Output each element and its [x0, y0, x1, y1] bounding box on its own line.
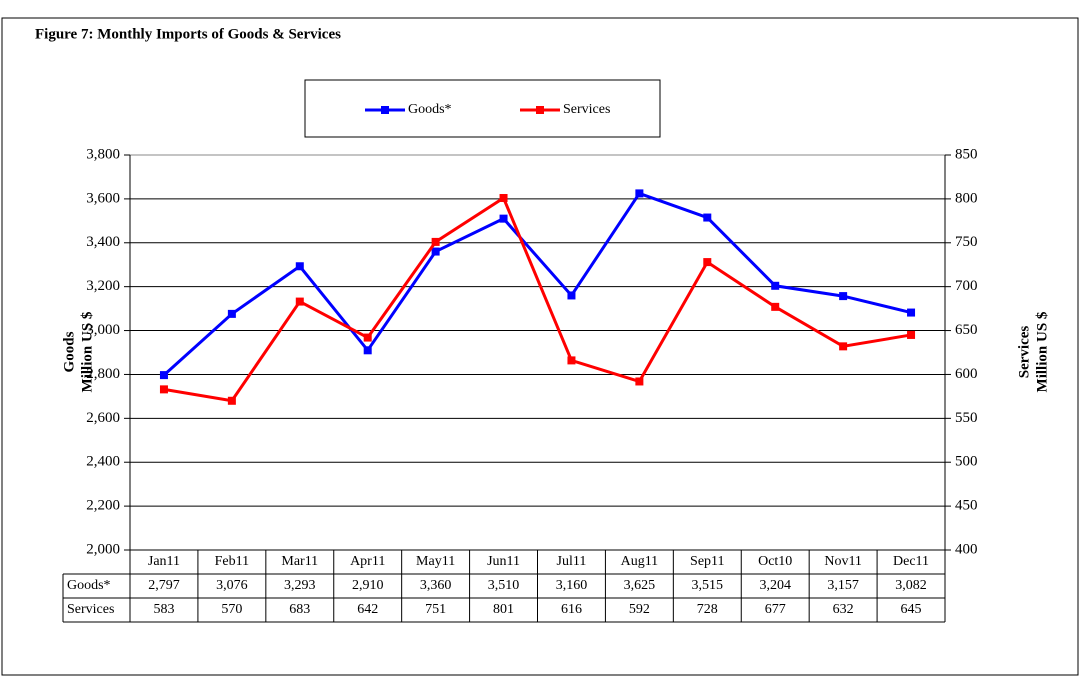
point: [907, 308, 916, 317]
y2-tick-label: 400: [955, 541, 978, 557]
x-tick-label: Jan11: [148, 554, 180, 569]
y2-axis-label: Million US $: [1034, 311, 1050, 392]
x-tick-label: Feb11: [215, 554, 249, 569]
x-tick-label: Nov11: [824, 554, 862, 569]
y-tick-label: 2,600: [86, 410, 120, 426]
table-cell: 3,157: [827, 578, 859, 593]
frame: [1, 17, 1079, 676]
point: [499, 214, 508, 223]
x-tick-label: Jun11: [487, 554, 520, 569]
x-tick-label: Sep11: [690, 554, 724, 569]
y2-tick-label: 550: [955, 410, 978, 426]
table-cell: 3,160: [556, 578, 588, 593]
x-tick-label: Aug11: [621, 554, 659, 569]
y-tick-label: 2,400: [86, 454, 120, 470]
table-cell: 3,076: [216, 578, 248, 593]
point: [635, 377, 644, 386]
y2-tick-label: 500: [955, 454, 978, 470]
x-tick-label: Oct10: [758, 554, 792, 569]
x-tick-label: May11: [416, 554, 455, 569]
table-cell: 642: [357, 602, 378, 617]
table-cell: 632: [833, 602, 854, 617]
table-cell: 801: [493, 602, 514, 617]
point: [771, 302, 780, 311]
point: [839, 292, 848, 301]
point: [567, 356, 576, 365]
y-tick-label: 2,800: [86, 366, 120, 382]
point: [227, 396, 236, 405]
y2-tick-label: 700: [955, 278, 978, 294]
table-cell: 3,625: [624, 578, 656, 593]
table-cell: 2,797: [148, 578, 180, 593]
table-row-header: Goods*: [67, 578, 111, 593]
y2-tick-label: 750: [955, 234, 978, 250]
legend-marker: [381, 106, 389, 114]
table-cell: 592: [629, 602, 650, 617]
point: [703, 213, 712, 222]
table-cell: 3,515: [692, 578, 724, 593]
point: [431, 237, 440, 246]
y-axis-label: Million US $: [79, 311, 95, 392]
y2-tick-label: 450: [955, 498, 978, 514]
point: [363, 346, 372, 355]
point: [363, 333, 372, 342]
table-cell: 2,910: [352, 578, 384, 593]
point: [431, 247, 440, 256]
table-cell: 3,293: [284, 578, 316, 593]
table-row-header: Services: [67, 602, 114, 617]
y2-tick-label: 650: [955, 322, 978, 338]
y2-tick-label: 800: [955, 190, 978, 206]
y-tick-label: 3,200: [86, 278, 120, 294]
point: [159, 385, 168, 394]
point: [227, 309, 236, 318]
x-tick-label: Dec11: [893, 554, 929, 569]
table-cell: 683: [289, 602, 310, 617]
table-cell: 677: [765, 602, 786, 617]
y2-tick-label: 850: [955, 146, 978, 162]
chart-title: Figure 7: Monthly Imports of Goods & Ser…: [35, 26, 341, 42]
point: [771, 281, 780, 290]
y-tick-label: 3,600: [86, 190, 120, 206]
y-tick-label: 3,000: [86, 322, 120, 338]
table-cell: 616: [561, 602, 582, 617]
table-cell: 3,510: [488, 578, 520, 593]
table-cell: 3,360: [420, 578, 452, 593]
legend-marker: [536, 106, 544, 114]
table-cell: 583: [153, 602, 174, 617]
point: [703, 258, 712, 267]
point: [499, 194, 508, 203]
y-tick-label: 3,800: [86, 146, 120, 162]
legend-label: Goods*: [408, 102, 452, 117]
series-line: [162, 191, 912, 377]
series-line: [163, 195, 912, 403]
point: [635, 189, 644, 198]
point: [295, 297, 304, 306]
y-axis-label: Goods: [61, 331, 77, 372]
table-cell: 570: [221, 602, 242, 617]
table-cell: 3,204: [759, 578, 791, 593]
x-tick-label: Mar11: [281, 554, 318, 569]
x-tick-label: Jul11: [557, 554, 587, 569]
legend-label: Services: [563, 102, 610, 117]
point: [907, 330, 916, 339]
y2-axis-label: Services: [1016, 326, 1032, 379]
y2-tick-label: 600: [955, 366, 978, 382]
y-tick-label: 2,200: [86, 498, 120, 514]
point: [839, 342, 848, 351]
point: [567, 291, 576, 300]
table-cell: 3,082: [895, 578, 927, 593]
table-cell: 751: [425, 602, 446, 617]
y-tick-label: 3,400: [86, 234, 120, 250]
table-cell: 728: [697, 602, 718, 617]
x-tick-label: Apr11: [350, 554, 385, 569]
legend-box: [304, 79, 661, 138]
table-cell: 645: [901, 602, 922, 617]
point: [159, 371, 168, 380]
point: [295, 262, 304, 271]
y-tick-label: 2,000: [86, 541, 120, 557]
